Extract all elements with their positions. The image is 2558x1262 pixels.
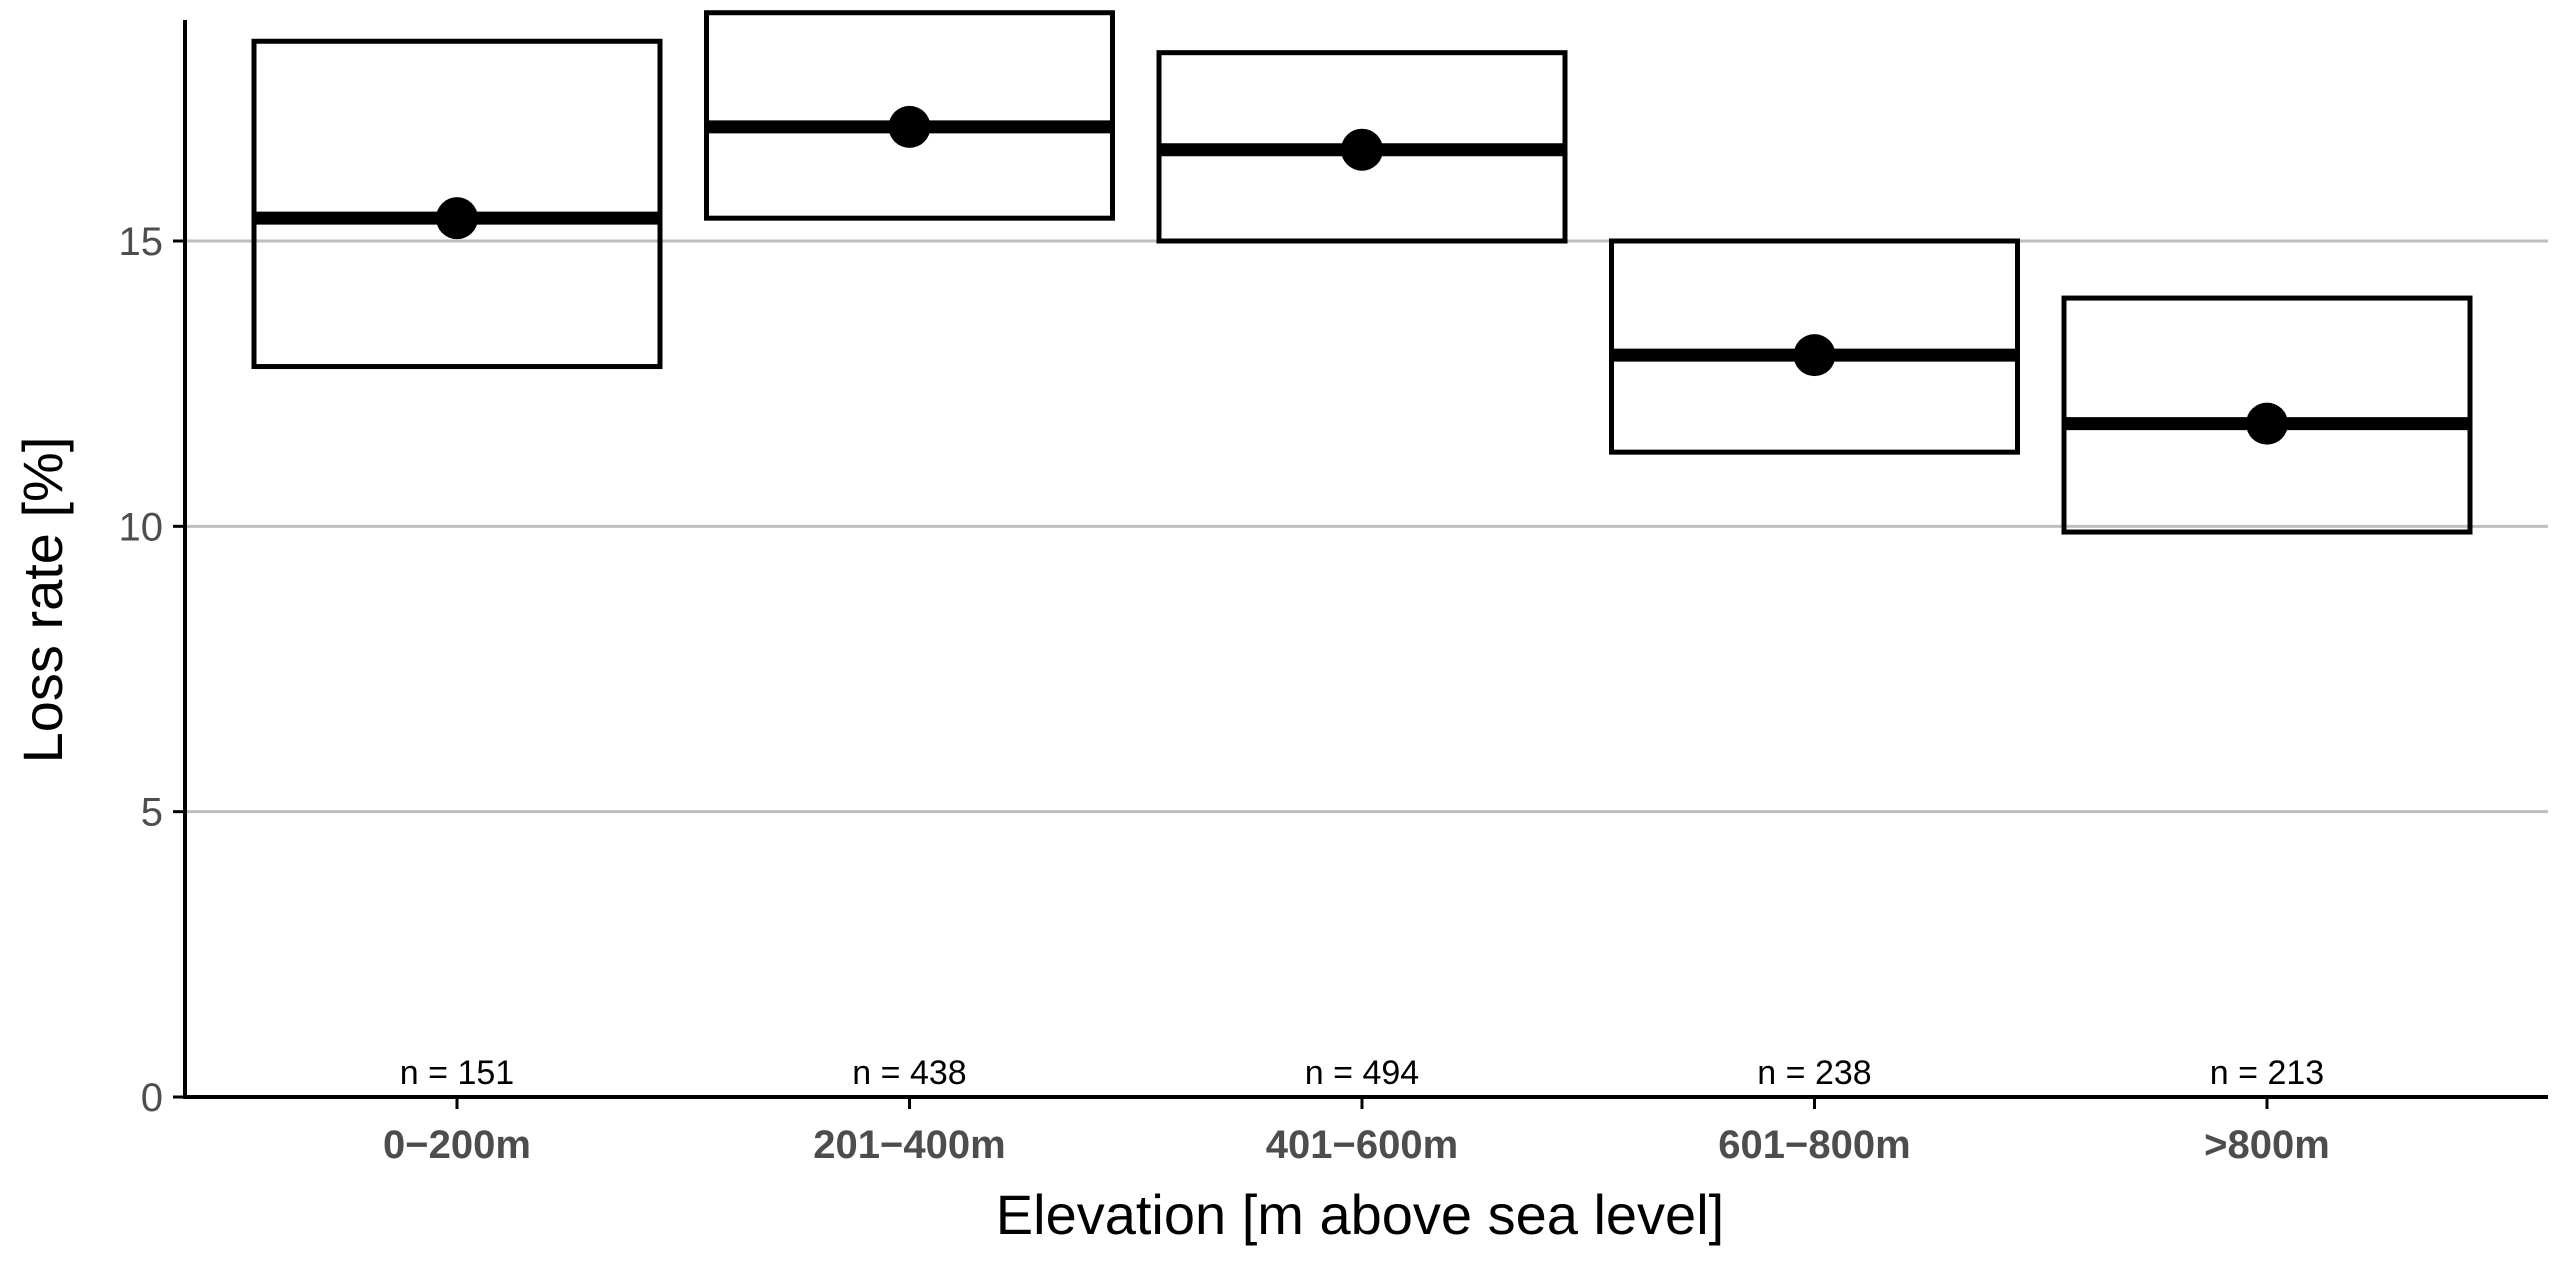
x-tick-label: 201−400m (813, 1123, 1005, 1167)
mean-point (2246, 402, 2288, 445)
mean-point (1793, 334, 1836, 377)
x-tick-label: 401−600m (1266, 1123, 1458, 1167)
labels: 0 5 10 15 0−200m n = 151 201−400m n = 438 401−60… (119, 220, 2330, 1167)
sample-size-label: n = 438 (852, 1054, 966, 1092)
y-tick-label: 10 (119, 505, 164, 549)
sample-size-label: n = 494 (1305, 1054, 1419, 1092)
mean-point (888, 105, 931, 148)
mean-point (436, 197, 478, 240)
x-axis-title: Elevation [m above sea level] (996, 1183, 1724, 1246)
mean-point (1341, 128, 1383, 171)
crossbar-box (704, 10, 1115, 221)
crossbar-box (1609, 238, 2020, 455)
y-axis-title: Loss rate [%] (11, 437, 74, 764)
crossbar-box (2061, 295, 2473, 535)
y-tick-label: 0 (141, 1076, 163, 1120)
y-tick-label: 15 (119, 220, 164, 264)
x-tick-label: 601−800m (1718, 1123, 1910, 1167)
axes (173, 20, 2548, 1109)
data-marks (251, 10, 2473, 535)
sample-size-label: n = 151 (400, 1054, 514, 1092)
x-tick-label: >800m (2204, 1123, 2330, 1167)
gridlines (185, 239, 2548, 814)
sample-size-label: n = 213 (2210, 1054, 2324, 1092)
x-tick-label: 0−200m (383, 1123, 531, 1167)
sample-size-label: n = 238 (1757, 1054, 1871, 1092)
y-tick-label: 5 (141, 791, 163, 835)
crossbar-box (251, 38, 663, 370)
